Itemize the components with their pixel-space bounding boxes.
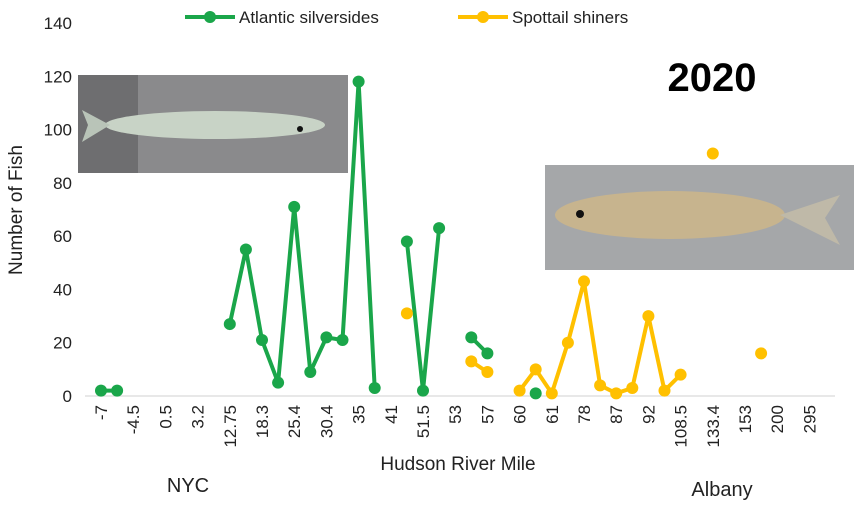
photo-silverside	[78, 75, 348, 173]
x-axis-label: Hudson River Mile	[380, 454, 535, 475]
point	[465, 331, 478, 344]
x-tick-label: 41	[382, 405, 401, 424]
point	[417, 384, 429, 397]
x-tick-label: 153	[736, 405, 755, 433]
point	[111, 384, 124, 397]
x-tick-label: 51.5	[414, 405, 433, 438]
photo-shiner	[545, 165, 854, 270]
x-tick-label: 53	[446, 405, 465, 424]
x-tick-label: 3.2	[189, 405, 208, 429]
point	[400, 307, 413, 320]
x-tick-label: 12.75	[221, 405, 240, 448]
y-tick-label: 60	[53, 227, 72, 246]
y-axis-label: Number of Fish	[6, 145, 27, 275]
point	[658, 384, 671, 397]
x-tick-label: 35	[350, 405, 369, 424]
point	[223, 318, 236, 331]
point	[578, 275, 590, 288]
y-tick-label: 20	[53, 334, 72, 353]
albany-annotation: Albany	[691, 479, 752, 501]
x-tick-label: 57	[478, 405, 497, 424]
point	[594, 379, 607, 392]
x-tick-label: 78	[575, 405, 594, 424]
x-tick-label: 25.4	[285, 405, 304, 438]
point	[272, 376, 285, 389]
x-tick-label: -7	[92, 405, 111, 420]
point	[529, 363, 542, 376]
legend-label: Atlantic silversides	[239, 8, 379, 27]
point	[336, 334, 349, 347]
point	[545, 387, 558, 400]
point	[288, 200, 301, 213]
x-tick-label: -4.5	[124, 405, 143, 434]
legend-marker	[477, 11, 489, 23]
point	[465, 355, 478, 368]
point	[674, 368, 687, 381]
point	[320, 331, 333, 344]
point	[755, 347, 768, 360]
x-tick-label: 61	[543, 405, 562, 424]
point	[368, 382, 381, 395]
x-tick-label: 30.4	[317, 405, 336, 438]
x-tick-label: 295	[800, 405, 819, 433]
point	[433, 222, 446, 235]
point	[400, 235, 413, 248]
point	[256, 334, 268, 347]
year-annotation: 2020	[668, 56, 757, 100]
point	[561, 336, 574, 349]
point	[626, 382, 639, 395]
y-tick-label: 100	[44, 121, 72, 140]
point	[529, 387, 542, 400]
point	[610, 387, 623, 400]
legend-label: Spottail shiners	[512, 8, 628, 27]
point	[95, 384, 107, 397]
x-tick-label: 92	[639, 405, 658, 424]
point	[481, 347, 494, 360]
y-tick-label: 0	[63, 387, 72, 406]
x-tick-label: 200	[768, 405, 787, 433]
point	[481, 366, 494, 379]
x-tick-label: 108.5	[672, 405, 691, 448]
point	[239, 243, 252, 256]
point	[304, 366, 317, 379]
point	[642, 310, 655, 323]
series-line	[471, 281, 761, 393]
point	[706, 147, 719, 160]
y-tick-label: 120	[44, 67, 72, 86]
x-tick-label: 0.5	[156, 405, 175, 429]
legend-marker	[204, 11, 216, 23]
x-tick-label: 87	[607, 405, 626, 424]
x-tick-label: 60	[511, 405, 530, 424]
point	[513, 384, 526, 397]
y-tick-label: 40	[53, 280, 72, 299]
nyc-annotation: NYC	[167, 475, 209, 497]
x-tick-label: 18.3	[253, 405, 272, 438]
y-tick-label: 80	[53, 174, 72, 193]
x-tick-label: 133.4	[704, 405, 723, 448]
point	[352, 75, 365, 88]
y-tick-label: 140	[44, 14, 72, 33]
